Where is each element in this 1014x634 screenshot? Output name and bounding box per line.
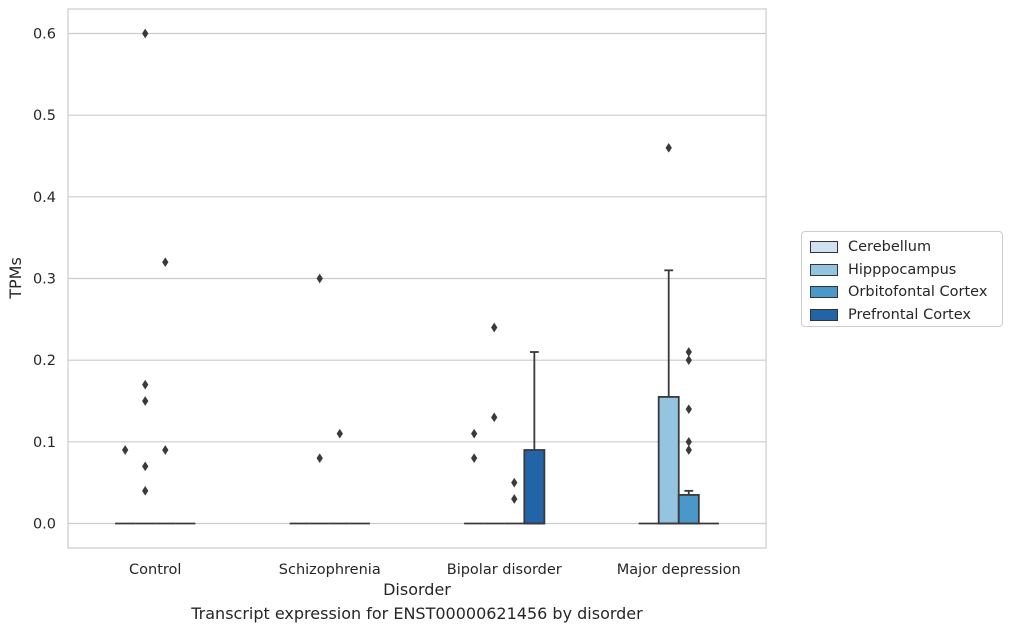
outlier-point — [142, 486, 149, 496]
y-tick-label: 0.3 — [33, 272, 56, 288]
box-body — [523, 449, 546, 525]
legend-label-orbitofontal-cortex: Orbitofontal Cortex — [848, 284, 988, 301]
y-tick-label: 0.4 — [33, 190, 56, 206]
outlier-point — [316, 273, 323, 284]
box — [309, 273, 330, 525]
outlier-point — [142, 461, 149, 472]
box-body — [677, 494, 700, 525]
box — [135, 28, 156, 525]
y-tick-label: 0.0 — [33, 517, 56, 533]
outlier-point — [316, 453, 323, 463]
legend: Cerebellum Hipppocampus Orbitofontal Cor… — [801, 231, 1003, 327]
outlier-point — [685, 355, 692, 365]
box — [677, 347, 700, 525]
y-axis-ticks: 0.0 0.1 0.2 0.3 0.4 0.5 0.6 — [33, 27, 56, 533]
chart-caption: Transcript expression for ENST0000062145… — [191, 604, 643, 623]
outlier-point — [336, 428, 343, 439]
legend-item-cerebellum: Cerebellum — [810, 236, 1002, 259]
box-body — [657, 396, 680, 525]
box — [504, 477, 525, 525]
x-tick-label: Major depression — [617, 562, 741, 578]
outlier-point — [142, 379, 149, 390]
outlier-point — [470, 428, 478, 439]
legend-item-hipppocampus: Hipppocampus — [810, 259, 1002, 282]
legend-label-prefrontal-cortex: Prefrontal Cortex — [848, 306, 971, 323]
x-axis-ticks: Control Schizophrenia Bipolar disorder Majo… — [129, 562, 741, 578]
outlier-point — [685, 437, 692, 447]
outlier-point — [685, 347, 692, 357]
box — [464, 428, 485, 525]
outlier-point — [665, 143, 672, 153]
outlier-point — [470, 453, 478, 463]
y-tick-label: 0.5 — [33, 108, 56, 124]
outlier-point — [685, 404, 692, 414]
legend-swatch-hipppocampus — [810, 263, 838, 276]
outlier-point — [142, 28, 149, 39]
outlier-point — [121, 445, 129, 455]
x-tick-label: Control — [129, 562, 181, 578]
legend-swatch-orbitofontal-cortex — [810, 286, 838, 299]
outlier-point — [511, 477, 518, 488]
x-tick-label: Bipolar disorder — [447, 562, 562, 578]
box — [115, 445, 136, 525]
y-tick-label: 0.6 — [33, 27, 56, 43]
outlier-point — [491, 412, 498, 423]
y-axis-label: TPMs — [6, 257, 25, 300]
legend-label-cerebellum: Cerebellum — [848, 239, 932, 256]
outlier-point — [162, 445, 169, 455]
box — [155, 257, 176, 525]
box — [329, 428, 350, 525]
grid-lines — [68, 32, 766, 525]
outlier-point — [142, 396, 149, 406]
legend-label-hipppocampus: Hipppocampus — [848, 261, 957, 278]
x-axis-label: Disorder — [383, 580, 451, 599]
plot-frame — [67, 8, 767, 549]
legend-swatch-cerebellum — [810, 241, 838, 254]
legend-item-orbitofontal-cortex: Orbitofontal Cortex — [810, 281, 1002, 304]
box-plot-marks — [115, 28, 719, 525]
box — [657, 143, 680, 525]
y-tick-label: 0.2 — [33, 353, 56, 369]
outlier-point — [685, 445, 692, 455]
outlier-point — [491, 322, 498, 333]
box — [523, 351, 546, 525]
outlier-point — [511, 494, 518, 504]
legend-item-prefrontal-cortex: Prefrontal Cortex — [810, 304, 1002, 327]
legend-swatch-prefrontal-cortex — [810, 308, 838, 321]
y-tick-label: 0.1 — [33, 435, 56, 451]
x-tick-label: Schizophrenia — [279, 562, 381, 578]
box — [484, 322, 505, 525]
outlier-point — [162, 257, 169, 267]
